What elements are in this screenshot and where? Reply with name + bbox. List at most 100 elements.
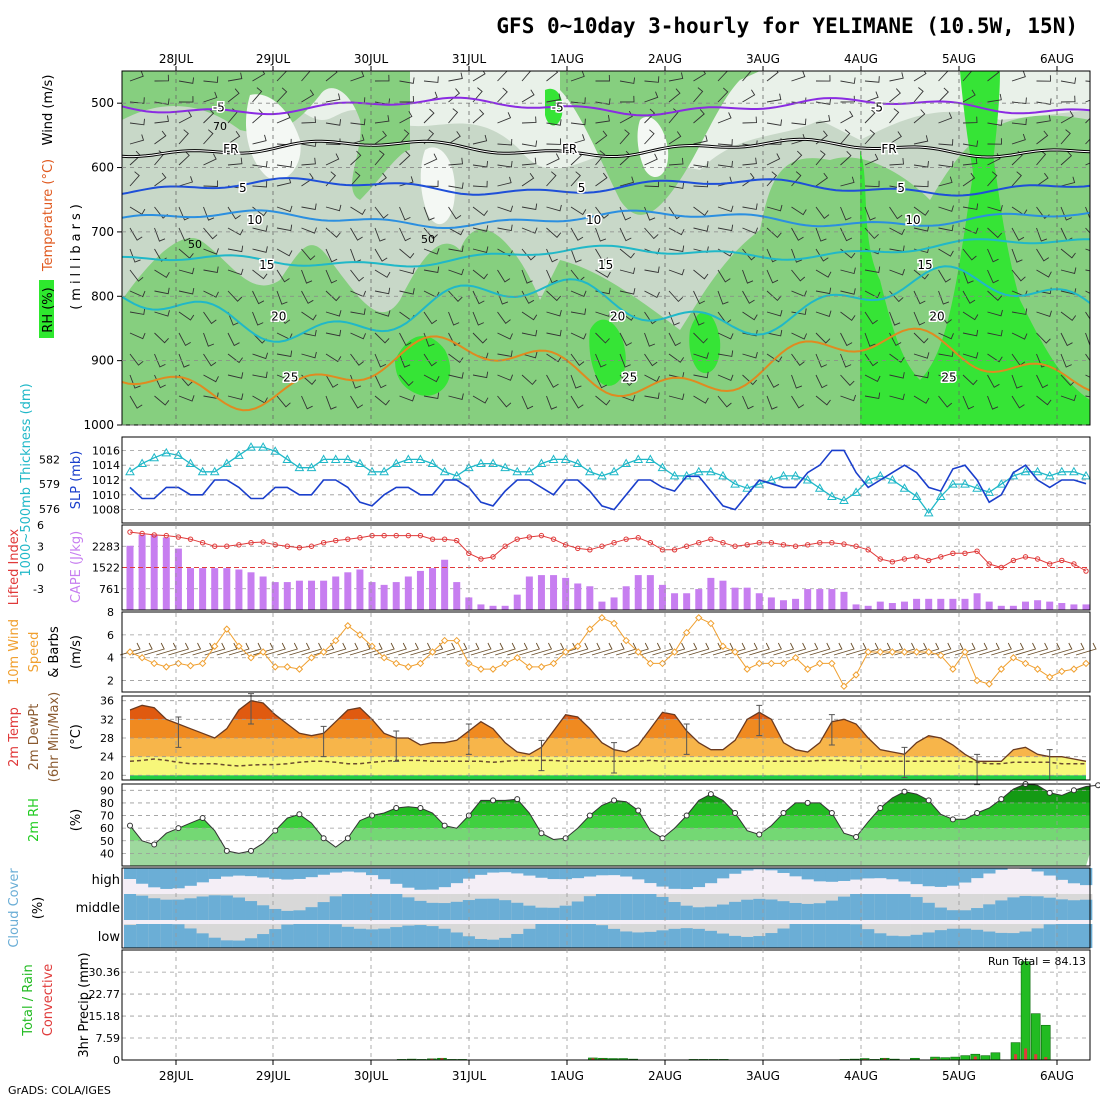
upper-wind-barb [227, 206, 241, 220]
rh-point [707, 791, 714, 798]
upper-wind-barb [301, 157, 316, 166]
upper-wind-barb [301, 89, 315, 103]
upper-wind-barb [178, 374, 193, 387]
cloud-cell-low [487, 939, 500, 948]
upper-wind-barb [1085, 138, 1090, 145]
upper-wind-barb [864, 91, 879, 103]
upper-wind-barb [399, 395, 415, 402]
cloud-cell-high [124, 868, 137, 879]
upper-wind-barb [178, 77, 195, 84]
upper-wind-barb [350, 118, 366, 126]
rh-point [490, 797, 497, 804]
upper-wind-barb [766, 204, 783, 212]
cloud-cell-high [281, 868, 294, 880]
upper-wind-barb [1036, 227, 1048, 242]
upper-wind-barb [913, 371, 930, 379]
lifted-index-point [490, 554, 496, 560]
upper-y-axis: 500 600 700 800 900 1000 [83, 96, 1090, 432]
thickness-point [173, 450, 184, 459]
upper-wind-barb [154, 172, 167, 187]
isotherm-freezing-core [122, 138, 1090, 158]
rh-band [130, 815, 1090, 829]
cloud-cell-middle [765, 899, 778, 920]
upper-wind-barb [791, 374, 803, 389]
cloud-cell-middle [1019, 895, 1032, 920]
upper-wind-barb [252, 352, 269, 360]
top-date-label-5AUG: 5AUG [942, 52, 976, 66]
cloud-cell-high [801, 868, 814, 880]
upper-wind-barb [521, 203, 538, 211]
rh-contour-label: 70 [213, 120, 227, 133]
upper-wind-barb [717, 87, 729, 103]
upper-wind-barb [350, 134, 365, 145]
thickness-ytick-582: 582 [39, 453, 60, 466]
upper-wind-barb [325, 138, 341, 145]
cloud-cell-high [716, 868, 730, 879]
cloud-cell-low [801, 924, 814, 948]
rh-contour-label: 50 [188, 238, 202, 251]
upper-wind-barb [448, 290, 463, 302]
upper-wind-barb [962, 311, 979, 321]
cloud-cell-low [402, 925, 415, 948]
surface-wind-barb [373, 642, 395, 656]
thickness-point [1081, 470, 1091, 480]
lifted-index-point [877, 556, 883, 562]
rh-region-light-3 [637, 116, 669, 178]
upper-wind-barb [129, 134, 145, 145]
slp-ytick-1016: 1016 [92, 444, 120, 457]
wind-ylabel-1: 10m Wind [7, 619, 22, 685]
upper-wind-barb [864, 332, 876, 347]
cloud-cell-high [269, 868, 282, 879]
cape-bar [247, 572, 255, 610]
upper-wind-barb [815, 310, 832, 317]
cape-bar [634, 575, 642, 610]
lifted-index-point [417, 532, 424, 539]
upper-wind-barb [742, 71, 752, 82]
upper-wind-barb [987, 395, 999, 410]
cape-bar [767, 597, 775, 610]
upper-wind-barb [717, 269, 731, 283]
cloud-cell-middle [124, 894, 137, 920]
upper-wind-barb [693, 206, 709, 217]
surface-wind-barb [664, 642, 686, 656]
cape-bar [985, 601, 993, 610]
upper-wind-barb [497, 350, 513, 357]
upper-wind-barb [570, 374, 582, 389]
surface-wind-barb [349, 642, 371, 656]
thickness-point [597, 470, 607, 480]
upper-wind-barb [619, 176, 635, 187]
cloud-cell-high [329, 868, 343, 873]
upper-wind-barb [717, 350, 734, 357]
upper-wind-barb [472, 311, 484, 326]
cloud-cell-high [293, 868, 306, 879]
cloud-cell-low [535, 924, 548, 948]
lifted-index-point [284, 543, 291, 549]
upper-wind-barb [864, 392, 881, 400]
upper-wind-barb [325, 374, 339, 388]
cloud-cell-high [148, 868, 161, 888]
cloud-cell-middle [511, 902, 524, 920]
cape-bar [598, 601, 606, 610]
upper-wind-barb [693, 71, 707, 82]
upper-wind-barb [595, 310, 611, 317]
cloud-cell-middle [317, 902, 330, 920]
upper-wind-barb [668, 353, 685, 363]
upper-wind-barb [889, 72, 904, 82]
cloud-cell-low [257, 934, 270, 948]
lifted-index-point [405, 532, 412, 539]
temp-minmax-bar [538, 739, 545, 772]
rh-point [199, 815, 206, 822]
cloud-cell-middle [136, 895, 149, 920]
upper-wind-barb [472, 269, 488, 280]
upper-wind-barb [987, 204, 1003, 212]
upper-wind-barb [276, 350, 293, 358]
li-ytick-0: 0 [37, 562, 44, 575]
upper-wind-barb [1011, 248, 1023, 263]
cloud-cell-low [729, 935, 742, 948]
upper-wind-barb [350, 171, 361, 187]
upper-wind-barb [644, 180, 660, 188]
upper-wind-barb [791, 395, 805, 409]
upper-wind-barb [693, 395, 709, 404]
upper-wind-barb [693, 180, 709, 188]
cloud-cell-low [1055, 924, 1069, 948]
